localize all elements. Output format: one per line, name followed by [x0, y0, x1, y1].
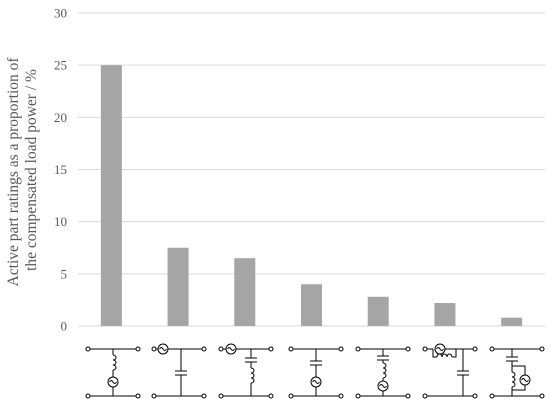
gridlines	[78, 12, 545, 327]
y-axis-title-line-1: Active part ratings as a proportion of	[5, 57, 22, 287]
bar-1	[100, 65, 122, 327]
y-tick-label: 15	[54, 162, 67, 177]
bar-7	[501, 317, 523, 326]
bar-5	[367, 296, 389, 326]
y-tick-label: 5	[61, 266, 68, 281]
y-tick-label: 10	[54, 214, 67, 229]
circuit-topology-diagrams	[85, 343, 545, 399]
bar-6	[434, 303, 456, 326]
y-tick-label: 0	[61, 319, 68, 334]
circuit-diagram-2	[151, 343, 207, 399]
y-axis-title: Active part ratings as a proportion of t…	[5, 54, 40, 287]
bar-2	[167, 247, 189, 326]
circuit-diagram-1	[85, 346, 141, 399]
y-tick-labels: 0 5 10 15 20 25 30	[54, 6, 67, 334]
circuit-diagram-4	[288, 346, 344, 399]
circuit-diagram-7	[489, 346, 545, 399]
y-tick-label: 20	[54, 110, 67, 125]
circuit-diagram-6	[422, 343, 478, 399]
y-tick-label: 30	[54, 6, 67, 21]
bars	[100, 65, 523, 327]
y-tick-label: 25	[54, 58, 67, 73]
circuit-diagram-5	[355, 346, 411, 399]
circuit-diagram-3	[218, 343, 274, 399]
y-axis-title-line-2: the compensated load power / %	[23, 69, 40, 271]
bar-3	[234, 258, 256, 326]
bar-4	[301, 284, 322, 326]
